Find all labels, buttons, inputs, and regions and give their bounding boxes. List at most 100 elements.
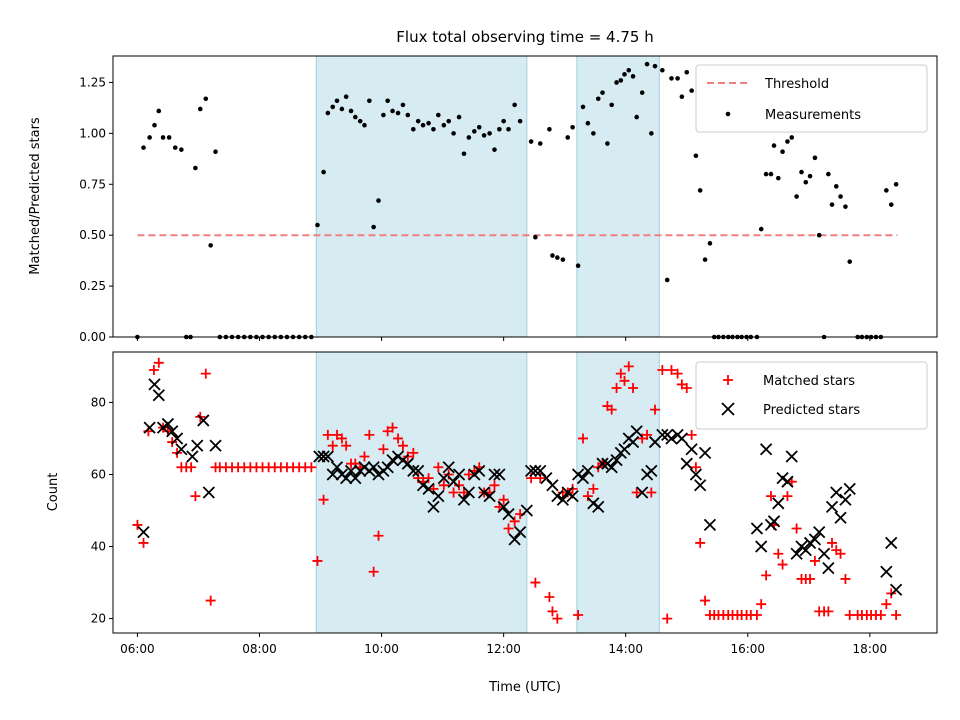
data-point <box>213 149 218 155</box>
data-point <box>675 432 689 445</box>
data-point <box>376 198 381 203</box>
data-point <box>813 525 826 539</box>
data-point <box>573 609 584 620</box>
data-point <box>596 457 609 470</box>
data-point <box>886 588 897 599</box>
data-point <box>190 491 201 502</box>
data-point <box>614 80 619 85</box>
data-point <box>493 468 506 481</box>
legend-predicted-swatch <box>721 402 735 416</box>
data-point <box>606 404 617 415</box>
data-point <box>776 175 781 181</box>
x-tick-label: 06:00 <box>120 642 155 656</box>
data-point <box>656 428 669 441</box>
data-point <box>580 104 586 110</box>
data-point <box>152 389 165 402</box>
data-point <box>689 88 694 93</box>
data-point <box>636 486 649 499</box>
data-point <box>461 151 467 157</box>
data-point <box>588 483 599 494</box>
data-point <box>426 120 431 126</box>
data-point <box>551 489 564 503</box>
data-point <box>179 147 184 152</box>
data-point <box>547 606 558 617</box>
data-point <box>826 171 831 177</box>
data-point <box>665 432 678 445</box>
data-point <box>707 241 713 246</box>
data-point <box>785 450 798 463</box>
data-point <box>367 98 372 104</box>
data-point <box>390 108 395 114</box>
data-point <box>481 133 487 138</box>
y-tick-label: 1.00 <box>79 126 106 140</box>
data-point <box>805 573 816 584</box>
data-point <box>512 102 517 108</box>
data-point <box>357 118 363 124</box>
data-point <box>833 184 839 189</box>
data-point <box>489 480 500 491</box>
data-point <box>685 443 698 456</box>
data-point <box>454 480 465 491</box>
top-marks-group <box>135 61 899 340</box>
data-point <box>447 475 460 488</box>
data-point <box>544 591 555 602</box>
data-point <box>600 90 605 95</box>
data-point <box>339 106 345 112</box>
bottom-xticks-group: 06:00 08:00 10:00 12:00 14:00 16:00 18:00 <box>120 633 887 656</box>
data-point <box>197 414 210 427</box>
data-point <box>702 257 708 262</box>
data-point <box>644 61 650 67</box>
data-point <box>755 540 768 553</box>
data-point <box>622 72 627 77</box>
data-point <box>595 96 601 102</box>
top-plot-frame <box>112 55 938 338</box>
data-point <box>422 482 435 496</box>
data-point <box>497 127 502 132</box>
data-point <box>822 562 835 575</box>
data-point <box>378 444 389 455</box>
data-point <box>456 114 462 120</box>
data-point <box>650 404 661 415</box>
data-point <box>143 421 156 434</box>
bottom-legend-box <box>695 361 928 430</box>
data-point <box>582 491 593 502</box>
data-point <box>567 483 578 494</box>
data-point <box>830 486 843 499</box>
data-point <box>334 98 340 104</box>
data-point <box>148 365 159 376</box>
y-tick-label: 0.75 <box>79 177 106 191</box>
data-point <box>639 90 645 95</box>
data-point <box>441 122 447 128</box>
data-point <box>408 447 419 458</box>
data-point <box>483 489 496 503</box>
data-point <box>153 357 164 368</box>
data-point <box>767 515 781 528</box>
data-point <box>416 479 430 492</box>
data-point <box>160 135 166 140</box>
data-point <box>649 131 654 136</box>
data-point <box>427 500 440 514</box>
shaded-interval-0 <box>315 55 528 338</box>
data-point <box>312 555 323 566</box>
data-point <box>657 365 668 376</box>
data-point <box>457 493 471 506</box>
data-point <box>336 433 347 444</box>
data-point <box>689 468 703 481</box>
data-point <box>432 489 445 503</box>
data-point <box>488 468 501 481</box>
data-point <box>148 378 161 391</box>
data-point <box>371 224 376 230</box>
data-point <box>442 461 455 474</box>
data-point <box>186 450 199 463</box>
data-point <box>528 139 534 144</box>
top-legend: Threshold Measurements <box>695 64 928 133</box>
data-point <box>325 110 331 116</box>
data-point <box>492 147 497 152</box>
data-point <box>321 169 326 175</box>
data-point <box>889 583 903 596</box>
data-point <box>781 475 794 488</box>
data-point <box>446 118 452 124</box>
top-legend-box <box>695 64 928 133</box>
data-point <box>533 234 538 240</box>
data-point <box>161 417 175 431</box>
